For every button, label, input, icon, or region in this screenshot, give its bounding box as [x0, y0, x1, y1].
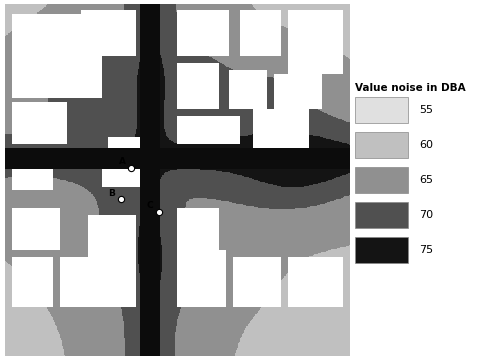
Bar — [355, 237, 408, 263]
Text: 70: 70 — [420, 210, 434, 220]
Bar — [355, 132, 408, 158]
Bar — [355, 202, 408, 228]
Bar — [355, 167, 408, 193]
Bar — [355, 97, 408, 122]
Text: 65: 65 — [420, 175, 434, 185]
Text: C: C — [146, 201, 154, 210]
Text: A: A — [119, 157, 126, 166]
Text: Value noise in DBA: Value noise in DBA — [355, 83, 466, 93]
Text: B: B — [108, 189, 116, 198]
Text: 55: 55 — [420, 105, 434, 115]
Text: 75: 75 — [420, 245, 434, 255]
Text: 60: 60 — [420, 140, 434, 150]
